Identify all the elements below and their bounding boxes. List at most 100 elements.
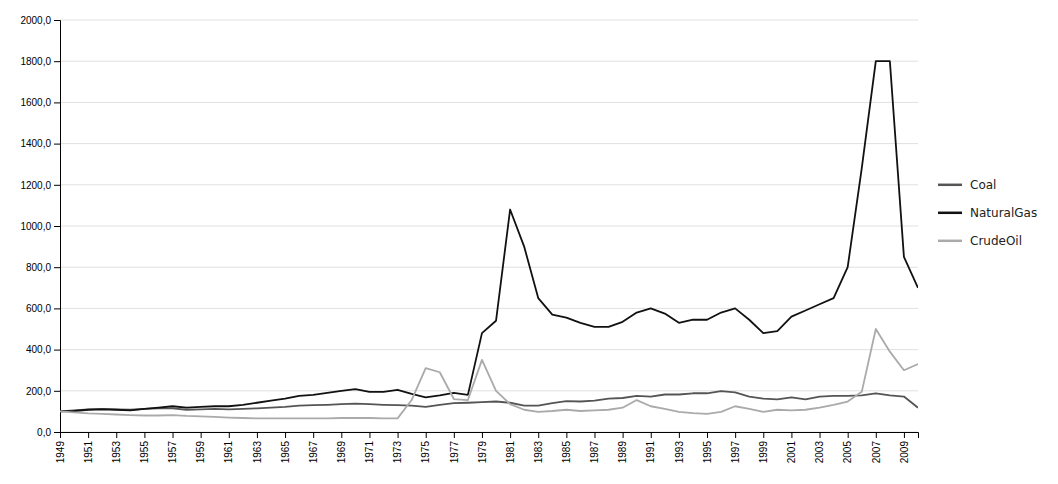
- x-tick-mark: [482, 432, 483, 438]
- y-tick: 600,0: [26, 303, 60, 314]
- y-tick-mark: [54, 61, 60, 62]
- y-tick: 800,0: [26, 262, 60, 273]
- x-tick-label: 1965: [280, 441, 291, 464]
- x-axis: 1949195119531955195719591961196319651967…: [55, 432, 919, 463]
- x-tick: 2007: [871, 432, 882, 463]
- x-tick-label: 1955: [139, 441, 150, 464]
- x-tick-mark: [173, 432, 174, 438]
- x-tick-label: 1983: [533, 441, 544, 464]
- x-tick-mark: [679, 432, 680, 438]
- x-tick: 1991: [645, 432, 656, 463]
- grid-line: [60, 61, 918, 62]
- legend-item: CrudeOil: [938, 234, 1022, 248]
- x-tick: 1969: [336, 432, 347, 463]
- grid-line: [60, 20, 918, 21]
- x-tick-label: 2003: [814, 441, 825, 464]
- x-tick: 1955: [139, 432, 150, 463]
- y-tick-label: 0,0: [37, 427, 51, 438]
- y-tick: 1200,0: [20, 180, 60, 191]
- x-tick: 1993: [674, 432, 685, 463]
- x-tick: 1987: [589, 432, 600, 463]
- legend-swatch: [938, 212, 962, 215]
- x-tick-label: 1967: [308, 441, 319, 464]
- x-tick: 1973: [392, 432, 403, 463]
- x-tick-label: 1959: [195, 441, 206, 464]
- y-tick-label: 1800,0: [20, 56, 51, 67]
- x-tick-mark: [454, 432, 455, 438]
- y-tick: 0,0: [37, 427, 60, 438]
- x-tick-label: 1993: [674, 441, 685, 464]
- x-tick-label: 1969: [336, 441, 347, 464]
- legend-item: NaturalGas: [938, 206, 1037, 220]
- x-tick-label: 1989: [617, 441, 628, 464]
- x-tick-label: 1963: [252, 441, 263, 464]
- series-line: [60, 329, 918, 418]
- x-tick-mark: [257, 432, 258, 438]
- x-tick-mark: [904, 432, 905, 438]
- grid-line: [60, 308, 918, 309]
- x-tick-mark: [566, 432, 567, 438]
- x-tick-mark: [88, 432, 89, 438]
- grid-line: [60, 267, 918, 268]
- y-tick-mark: [54, 432, 60, 433]
- x-tick-label: 2005: [842, 441, 853, 464]
- x-tick: 1999: [758, 432, 769, 463]
- legend-label: Coal: [970, 178, 996, 192]
- x-tick: 2005: [842, 432, 853, 463]
- y-tick-mark: [54, 144, 60, 145]
- y-tick-label: 1200,0: [20, 180, 51, 191]
- x-tick-label: 1961: [223, 441, 234, 464]
- grid-line: [60, 226, 918, 227]
- x-tick-label: 1997: [730, 441, 741, 464]
- x-tick: 1949: [55, 432, 66, 463]
- x-tick-label: 1973: [392, 441, 403, 464]
- x-tick-mark: [707, 432, 708, 438]
- y-tick-label: 400,0: [26, 344, 51, 355]
- y-tick-mark: [54, 308, 60, 309]
- x-tick: 1971: [364, 432, 375, 463]
- y-tick: 1600,0: [20, 97, 60, 108]
- x-tick-mark: [313, 432, 314, 438]
- y-tick: 1000,0: [20, 221, 60, 232]
- y-tick-mark: [54, 391, 60, 392]
- x-tick-label: 1979: [477, 441, 488, 464]
- x-tick-label: 1999: [758, 441, 769, 464]
- axis-domain: [54, 21, 61, 433]
- y-tick: 400,0: [26, 344, 60, 355]
- y-tick-mark: [54, 350, 60, 351]
- grid: [60, 20, 918, 432]
- x-tick: 1957: [167, 432, 178, 463]
- x-tick-mark: [369, 432, 370, 438]
- x-tick-mark: [285, 432, 286, 438]
- x-tick-label: 1975: [420, 441, 431, 464]
- x-tick-label: 1991: [645, 441, 656, 464]
- y-tick-mark: [54, 20, 60, 21]
- legend-label: NaturalGas: [970, 206, 1037, 220]
- x-tick-mark: [876, 432, 877, 438]
- x-tick-mark: [623, 432, 624, 438]
- y-tick-label: 1400,0: [20, 138, 51, 149]
- x-tick-mark: [848, 432, 849, 438]
- x-tick: 1997: [730, 432, 741, 463]
- x-tick-label: 2009: [899, 441, 910, 464]
- grid-line: [60, 184, 918, 185]
- y-tick-mark: [54, 185, 60, 186]
- x-tick-label: 1987: [589, 441, 600, 464]
- x-tick: 2009: [899, 432, 910, 463]
- x-tick: 1979: [477, 432, 488, 463]
- legend-swatch: [938, 240, 962, 243]
- x-tick: 1963: [252, 432, 263, 463]
- grid-line: [60, 349, 918, 350]
- x-tick: 1995: [702, 432, 713, 463]
- x-tick: 1985: [561, 432, 572, 463]
- x-tick: 1959: [195, 432, 206, 463]
- y-tick-mark: [54, 267, 60, 268]
- y-tick-label: 800,0: [26, 262, 51, 273]
- x-tick-mark: [398, 432, 399, 438]
- grid-line: [60, 143, 918, 144]
- x-tick: 1967: [308, 432, 319, 463]
- x-tick-mark: [594, 432, 595, 438]
- x-tick-mark: [341, 432, 342, 438]
- x-tick-mark: [791, 432, 792, 438]
- lines: [60, 61, 918, 418]
